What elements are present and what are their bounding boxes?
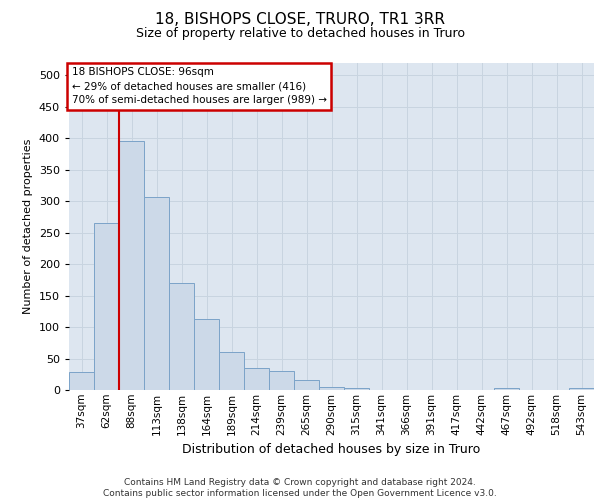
- Bar: [244, 368, 269, 390]
- Bar: [94, 223, 119, 390]
- Text: Size of property relative to detached houses in Truro: Size of property relative to detached ho…: [136, 28, 464, 40]
- Bar: [169, 283, 194, 390]
- Bar: [344, 388, 369, 390]
- X-axis label: Distribution of detached houses by size in Truro: Distribution of detached houses by size …: [182, 443, 481, 456]
- Text: Contains HM Land Registry data © Crown copyright and database right 2024.
Contai: Contains HM Land Registry data © Crown c…: [103, 478, 497, 498]
- Bar: [69, 372, 94, 390]
- Bar: [219, 352, 244, 390]
- Bar: [269, 371, 294, 390]
- Text: 18, BISHOPS CLOSE, TRURO, TR1 3RR: 18, BISHOPS CLOSE, TRURO, TR1 3RR: [155, 12, 445, 28]
- Text: 18 BISHOPS CLOSE: 96sqm
← 29% of detached houses are smaller (416)
70% of semi-d: 18 BISHOPS CLOSE: 96sqm ← 29% of detache…: [71, 68, 326, 106]
- Bar: [119, 141, 144, 390]
- Bar: [494, 388, 519, 390]
- Bar: [194, 319, 219, 390]
- Bar: [144, 196, 169, 390]
- Bar: [319, 387, 344, 390]
- Bar: [294, 380, 319, 390]
- Bar: [569, 388, 594, 390]
- Y-axis label: Number of detached properties: Number of detached properties: [23, 138, 33, 314]
